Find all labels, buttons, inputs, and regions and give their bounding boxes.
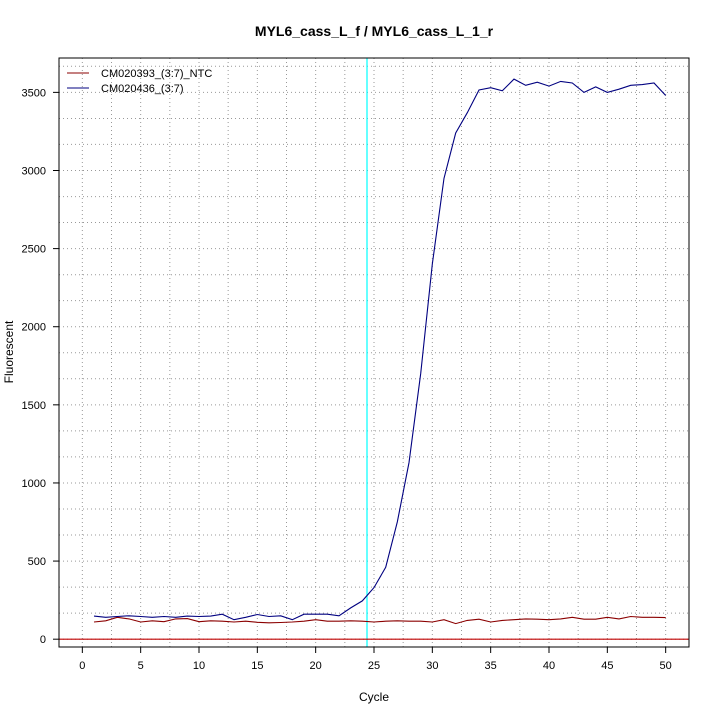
series-line-1 xyxy=(93,615,666,625)
chart-title: MYL6_cass_L_f / MYL6_cass_L_1_r xyxy=(255,23,494,39)
x-tick-label: 15 xyxy=(251,660,263,672)
legend-label: CM020393_(3:7)_NTC xyxy=(101,68,212,80)
x-tick-label: 45 xyxy=(601,660,613,672)
y-tick-label: 3000 xyxy=(22,165,46,177)
y-axis: 0 500 1000 1500 2000 2500 3000 3500 xyxy=(22,58,60,647)
x-tick-label: 35 xyxy=(485,660,497,672)
series-lines xyxy=(93,78,667,625)
x-tick-label: 25 xyxy=(368,660,380,672)
legend-label: CM020436_(3:7) xyxy=(101,83,184,95)
x-axis-label: Cycle xyxy=(359,690,389,704)
y-tick-label: 3500 xyxy=(22,87,46,99)
x-tick-label: 20 xyxy=(310,660,322,672)
y-axis-label: Fluorescent xyxy=(2,320,16,383)
y-tick-label: 1000 xyxy=(22,478,46,490)
legend: CM020393_(3:7)_NTC CM020436_(3:7) xyxy=(67,68,212,95)
x-tick-label: 40 xyxy=(543,660,555,672)
y-tick-label: 2000 xyxy=(22,322,46,334)
x-tick-label: 5 xyxy=(138,660,144,672)
y-tick-label: 2500 xyxy=(22,244,46,256)
y-tick-label: 1500 xyxy=(22,400,46,412)
x-tick-label: 10 xyxy=(193,660,205,672)
grid-lines xyxy=(59,58,689,647)
x-tick-label: 0 xyxy=(79,660,85,672)
x-tick-label: 30 xyxy=(426,660,438,672)
series-line-2 xyxy=(93,78,667,621)
x-axis: 0 5 10 15 20 25 30 35 40 45 50 xyxy=(59,646,689,672)
y-tick-label: 500 xyxy=(28,556,46,568)
y-tick-label: 0 xyxy=(40,634,46,646)
x-tick-label: 50 xyxy=(660,660,672,672)
